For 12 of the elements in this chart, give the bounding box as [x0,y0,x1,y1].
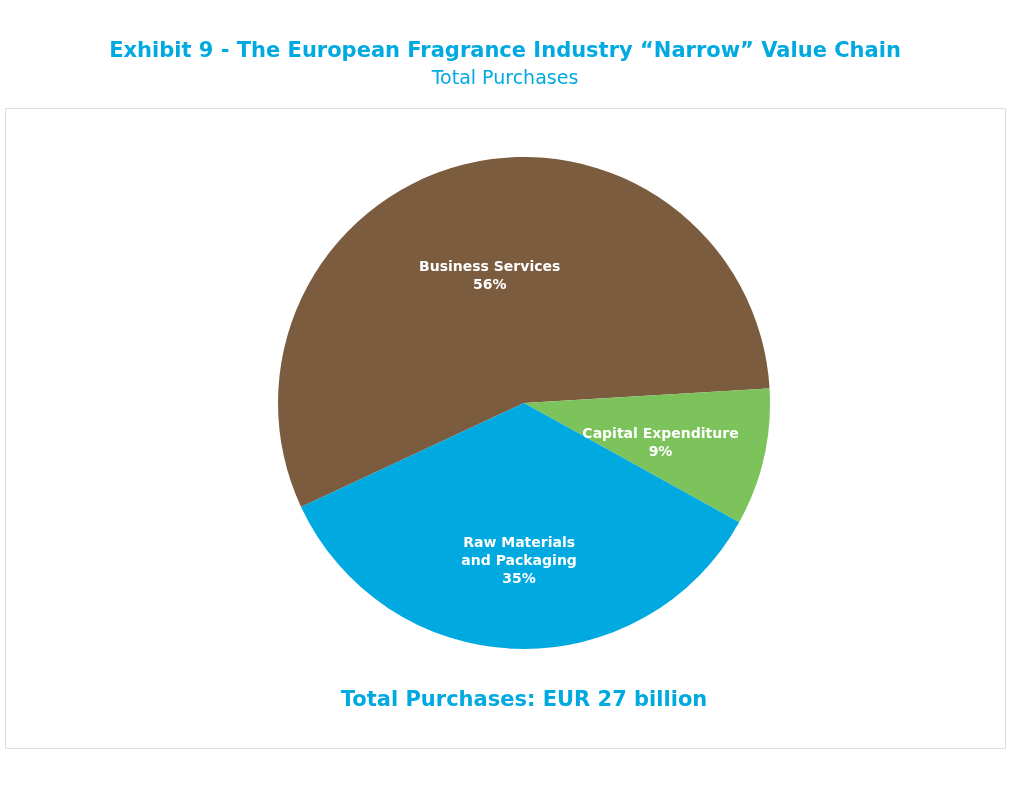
pie-slice [524,388,770,523]
pie-slice [278,157,770,507]
text: Total Purchases: EUR 27 billion [340,687,708,711]
slice-label: Raw Materials and Packaging [461,533,577,568]
data-label: 9% [648,443,673,460]
slice-label: Capital Expenditure [582,425,739,442]
data-label: 35% [502,569,536,586]
chart-subtitle: Total Purchases [430,66,579,88]
chart-title: Exhibit 9 - The European Fragrance Industry “Narrow” Value Chain [109,38,901,62]
slice-label: Business Services [419,258,561,275]
pie-slice [301,403,740,649]
data-label: 56% [472,276,507,293]
